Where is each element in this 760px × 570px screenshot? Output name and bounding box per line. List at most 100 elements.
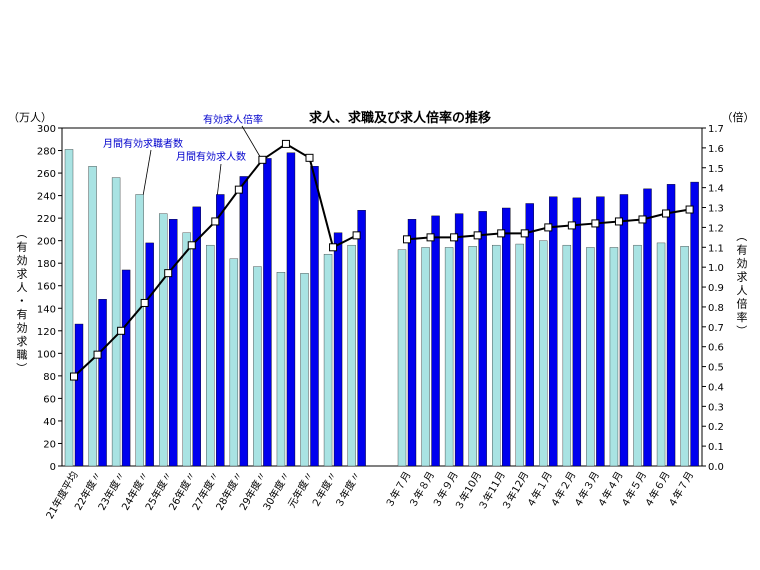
left-axis-label: （有効求人・有効求職） (15, 228, 28, 374)
y-left-tick-label: 140 (37, 304, 56, 315)
bar-seekers (276, 272, 286, 467)
bar-openings (454, 213, 464, 467)
left-axis-label-char: 有 (17, 240, 28, 254)
bar-seekers (515, 243, 524, 467)
y-right-tick-label: 0.2 (708, 422, 724, 433)
y-right-tick-label: 1.2 (708, 223, 724, 234)
y-right-tick-label: 0.6 (708, 343, 724, 354)
left-axis-label-char: ・ (15, 295, 28, 306)
bar-seekers (444, 247, 454, 467)
bar-openings (216, 194, 225, 467)
ratio-marker (591, 219, 600, 228)
bar-seekers (300, 273, 309, 467)
bar-seekers (253, 266, 262, 467)
series-label-openings: 月間有効求人数 (176, 150, 246, 163)
ratio-marker (473, 231, 482, 240)
left-axis-label-char: 効 (17, 253, 28, 267)
right-axis-label-char: 率 (737, 310, 748, 324)
ratio-marker (403, 235, 411, 244)
bar-openings (431, 215, 440, 467)
bar-openings (502, 207, 511, 467)
bar-openings (310, 166, 319, 467)
ratio-marker (211, 217, 220, 226)
ratio-marker (140, 298, 149, 307)
ratio-marker (329, 243, 338, 252)
bar-seekers (468, 246, 477, 467)
bars (64, 149, 699, 467)
y-right-tick-label: 0.0 (708, 462, 724, 473)
y-left-tick-label: 160 (37, 282, 56, 293)
right-axis-label-char: 倍 (737, 297, 748, 311)
bar-openings (666, 184, 676, 467)
y-right-tick-label: 0.7 (708, 323, 724, 334)
y-left-tick-label: 20 (43, 439, 56, 450)
bar-openings (478, 211, 487, 467)
bar-seekers (347, 244, 356, 467)
y-left-tick-label: 260 (37, 169, 56, 180)
bar-openings (145, 242, 154, 467)
bar-seekers (656, 242, 666, 467)
ratio-marker (544, 223, 553, 232)
x-tick-label: 21年度平均 (43, 469, 81, 521)
bar-seekers (397, 249, 407, 467)
ratio-marker (187, 241, 196, 250)
ratio-marker (164, 269, 173, 278)
bar-openings (525, 203, 534, 467)
y-left-tick-label: 300 (37, 124, 56, 135)
bar-seekers (182, 232, 191, 467)
bar-openings (168, 219, 178, 467)
y-right-tick-label: 1.6 (708, 144, 724, 155)
ratio-points (70, 139, 694, 381)
ratio-marker (662, 209, 671, 218)
leader-line-seekers (142, 149, 152, 197)
bar-seekers (64, 149, 74, 467)
chart-title: 求人、求職及び求人倍率の推移 (309, 110, 491, 126)
x-labels: 21年度平均22年度〃23年度〃24年度〃25年度〃26年度〃27年度〃28年度… (43, 469, 696, 521)
ratio-marker (352, 231, 361, 240)
bar-seekers (229, 258, 239, 467)
right-axis-label-char: 人 (737, 284, 748, 297)
left-unit-label: （万人） (8, 111, 52, 124)
left-axis-label-char: 有 (17, 307, 28, 321)
bar-seekers (111, 177, 121, 467)
bar-openings (572, 197, 582, 467)
ratio-marker (426, 233, 435, 242)
bar-openings (263, 158, 272, 467)
leader-line-ratio (241, 125, 263, 161)
plot-frame (61, 127, 703, 467)
ratio-marker (450, 233, 459, 242)
y-left-tick-label: 40 (43, 417, 56, 428)
y-left-tick-label: 120 (37, 327, 56, 338)
series-label-ratio: 有効求人倍率 (203, 113, 263, 126)
axes: 0 20 40 60 80 100 120 140 160 180 200 220 240 260 280 3… (37, 124, 724, 473)
bar-seekers (421, 247, 430, 467)
ratio-marker (281, 139, 290, 148)
y-left-tick-label: 180 (37, 259, 56, 270)
y-right-tick-label: 0.8 (708, 303, 724, 314)
y-right-tick-label: 1.4 (708, 184, 724, 195)
bar-openings (549, 196, 558, 467)
left-axis-label-char: 効 (17, 321, 28, 335)
ratio-marker (614, 217, 623, 226)
bar-openings (286, 152, 296, 467)
bar-openings (357, 210, 366, 467)
right-axis-label-char: ） (735, 325, 748, 336)
left-axis-label-char: 職 (17, 349, 28, 362)
right-axis-label: （有効求人倍率） (735, 231, 748, 337)
bar-openings (407, 219, 417, 467)
ratio-marker (520, 229, 529, 238)
ratio-marker (258, 155, 267, 164)
y-left-tick-label: 80 (43, 372, 56, 383)
right-axis-label-char: 求 (737, 271, 748, 284)
y-left-tick-label: 200 (37, 237, 56, 248)
ratio-marker (638, 215, 647, 224)
leader-line-openings (216, 163, 222, 199)
ratio-marker (234, 185, 243, 194)
bar-openings (690, 181, 699, 467)
ratio-marker (70, 372, 78, 381)
y-left-tick-label: 240 (37, 192, 56, 203)
y-right-tick-label: 0.3 (708, 402, 724, 413)
bar-seekers (88, 166, 97, 467)
bar-seekers (633, 244, 642, 467)
